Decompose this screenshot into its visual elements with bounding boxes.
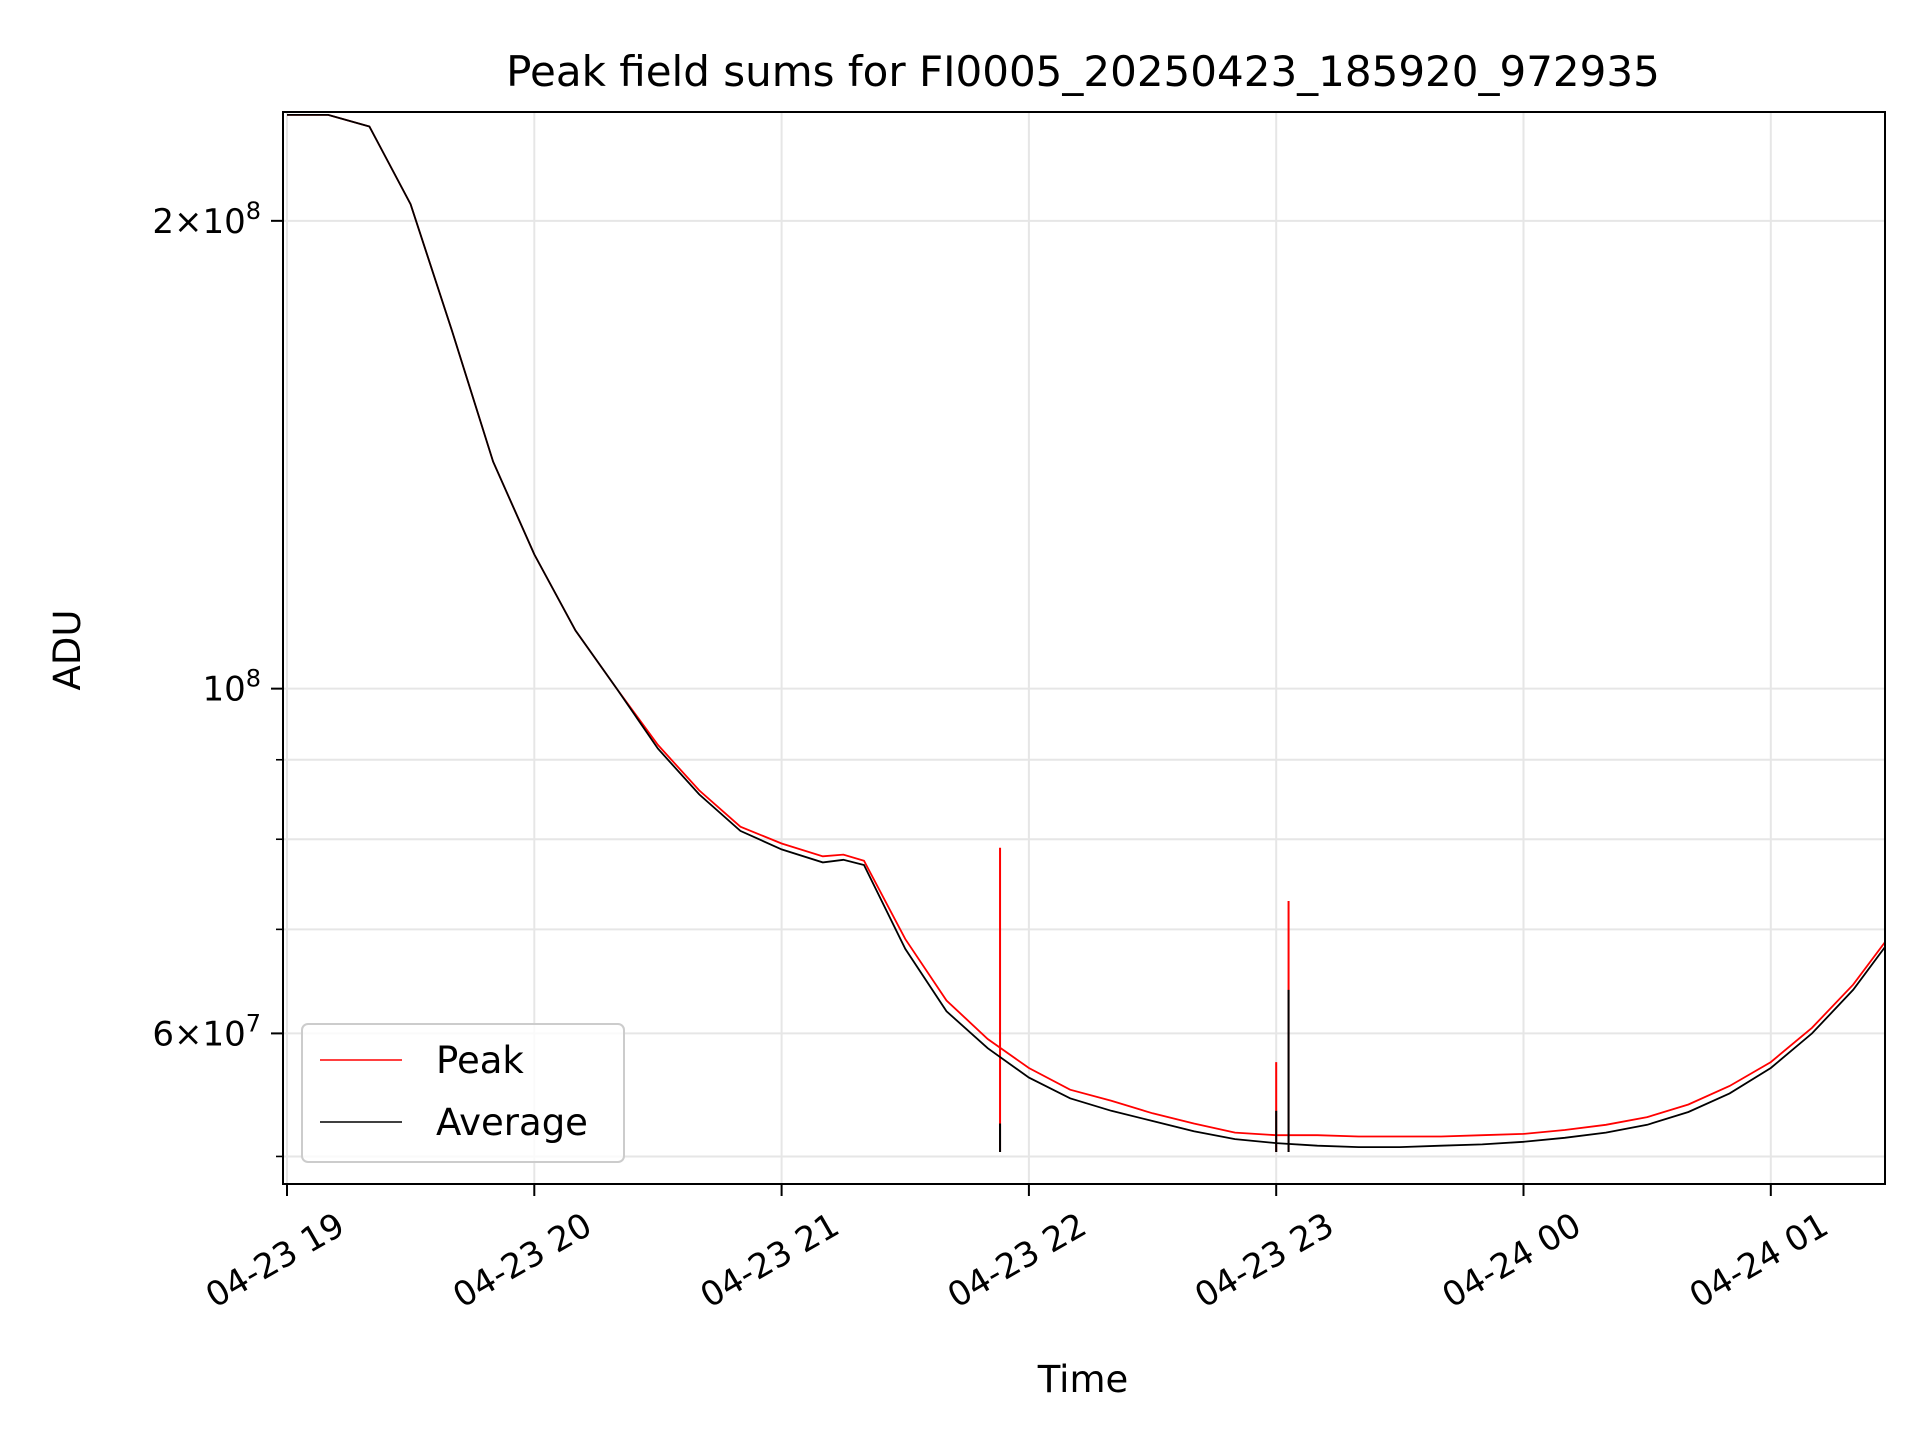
- y-tick-label: 2×108: [152, 197, 261, 242]
- legend-label-average: Average: [436, 1101, 588, 1144]
- legend-box: [301, 1023, 625, 1163]
- legend: Peak Average: [301, 1023, 625, 1163]
- y-tick-label: 108: [202, 665, 261, 710]
- chart-title: Peak field sums for FI0005_20250423_1859…: [506, 47, 1660, 96]
- series-line-peak: [287, 114, 1885, 1138]
- series-line-average: [287, 114, 1885, 1148]
- y-axis-label: ADU: [46, 610, 89, 691]
- y-tick-label: 6×107: [152, 1009, 261, 1054]
- plot-series: [287, 114, 1885, 1152]
- legend-label-peak: Peak: [436, 1039, 524, 1082]
- x-axis-label: Time: [1037, 1358, 1129, 1401]
- plot-frame: [282, 111, 1886, 1185]
